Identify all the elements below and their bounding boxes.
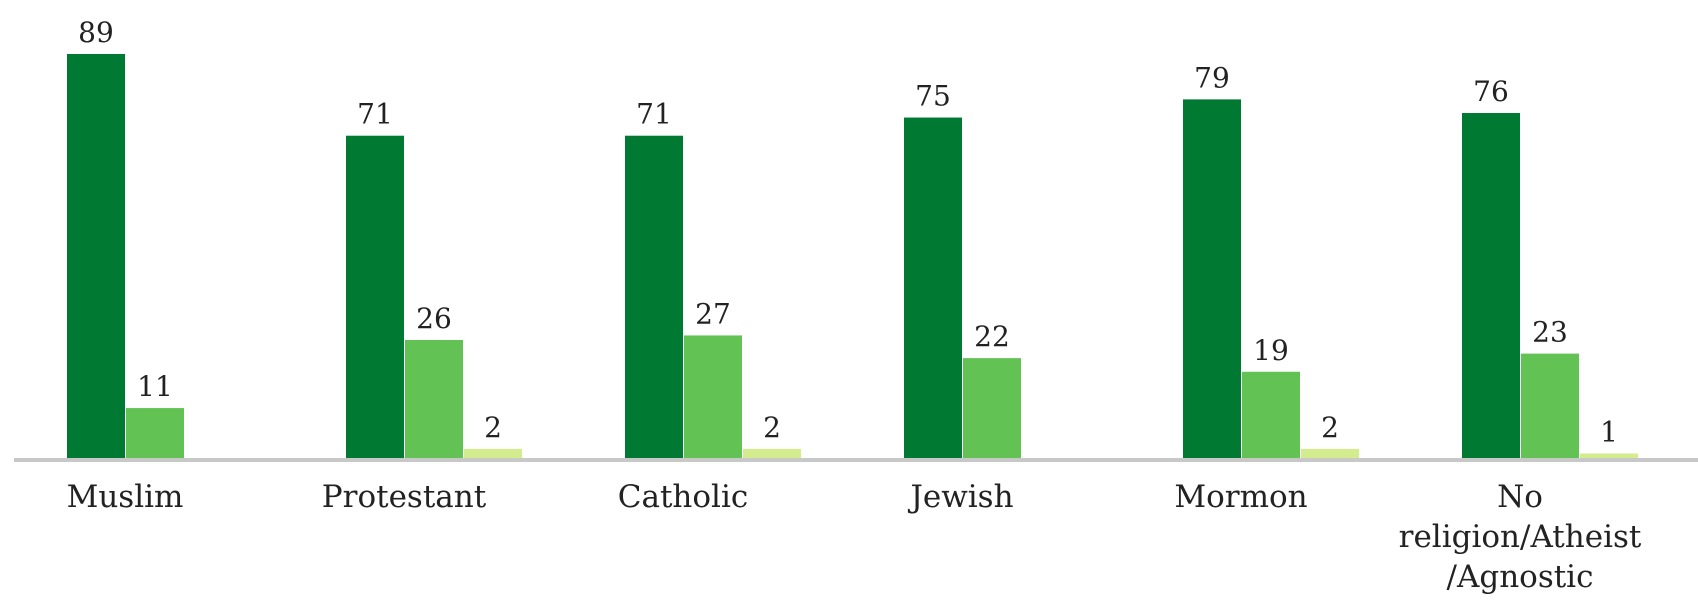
category-label-5: No religion/Atheist/Agnostic [1399,479,1642,595]
value-label-2-series-0: 71 [636,98,672,131]
bar-4-series-1 [1242,371,1300,458]
value-label-5-series-1: 23 [1532,316,1568,349]
category-label-2: Catholic [618,479,748,515]
bar-1-series-2 [464,448,522,458]
value-label-0-series-1: 11 [137,370,173,403]
bar-2-series-2 [743,448,801,458]
value-labels-layer: 89 11 71 26 2 71 27 2 75 22 79 19 2 76 23 1 [78,16,1618,448]
category-label-line: Catholic [618,479,748,515]
category-label-line: Protestant [322,479,487,515]
bar-4-series-0 [1183,99,1241,459]
value-label-2-series-1: 27 [695,297,731,330]
bar-3-series-0 [904,117,962,458]
bar-2-series-1 [684,335,742,458]
bar-1-series-1 [405,339,463,458]
bar-2-series-0 [625,135,683,458]
value-label-5-series-2: 1 [1600,415,1618,448]
category-label-line: Muslim [67,479,184,515]
category-label-line: No [1497,479,1543,515]
value-label-5-series-0: 76 [1473,75,1509,108]
bars-layer [67,54,1638,459]
bar-5-series-2 [1580,453,1638,458]
category-label-3: Jewish [907,479,1013,515]
value-label-3-series-0: 75 [915,80,951,113]
bar-5-series-0 [1462,113,1520,459]
category-labels-layer: Muslim Protestant Catholic Jewish Mormon No re… [67,479,1642,595]
value-label-1-series-1: 26 [416,302,452,335]
bar-0-series-1 [126,408,184,458]
category-label-line: religion/Atheist [1399,519,1642,555]
value-label-1-series-2: 2 [484,411,502,444]
value-label-1-series-0: 71 [357,98,393,131]
category-label-line: Mormon [1174,479,1307,515]
value-label-3-series-1: 22 [974,320,1010,353]
value-label-4-series-2: 2 [1321,411,1339,444]
bar-5-series-1 [1521,353,1579,458]
value-label-2-series-2: 2 [763,411,781,444]
value-label-0-series-0: 89 [78,16,114,49]
bar-1-series-0 [346,135,404,458]
category-label-1: Protestant [322,479,487,515]
category-label-line: Jewish [907,479,1013,515]
bar-0-series-0 [67,54,125,458]
bar-3-series-1 [963,358,1021,458]
bar-4-series-2 [1301,448,1359,458]
category-label-0: Muslim [67,479,184,515]
value-label-4-series-0: 79 [1194,61,1230,94]
value-label-4-series-1: 19 [1253,334,1289,367]
category-label-4: Mormon [1174,479,1307,515]
category-label-line: /Agnostic [1447,559,1594,595]
